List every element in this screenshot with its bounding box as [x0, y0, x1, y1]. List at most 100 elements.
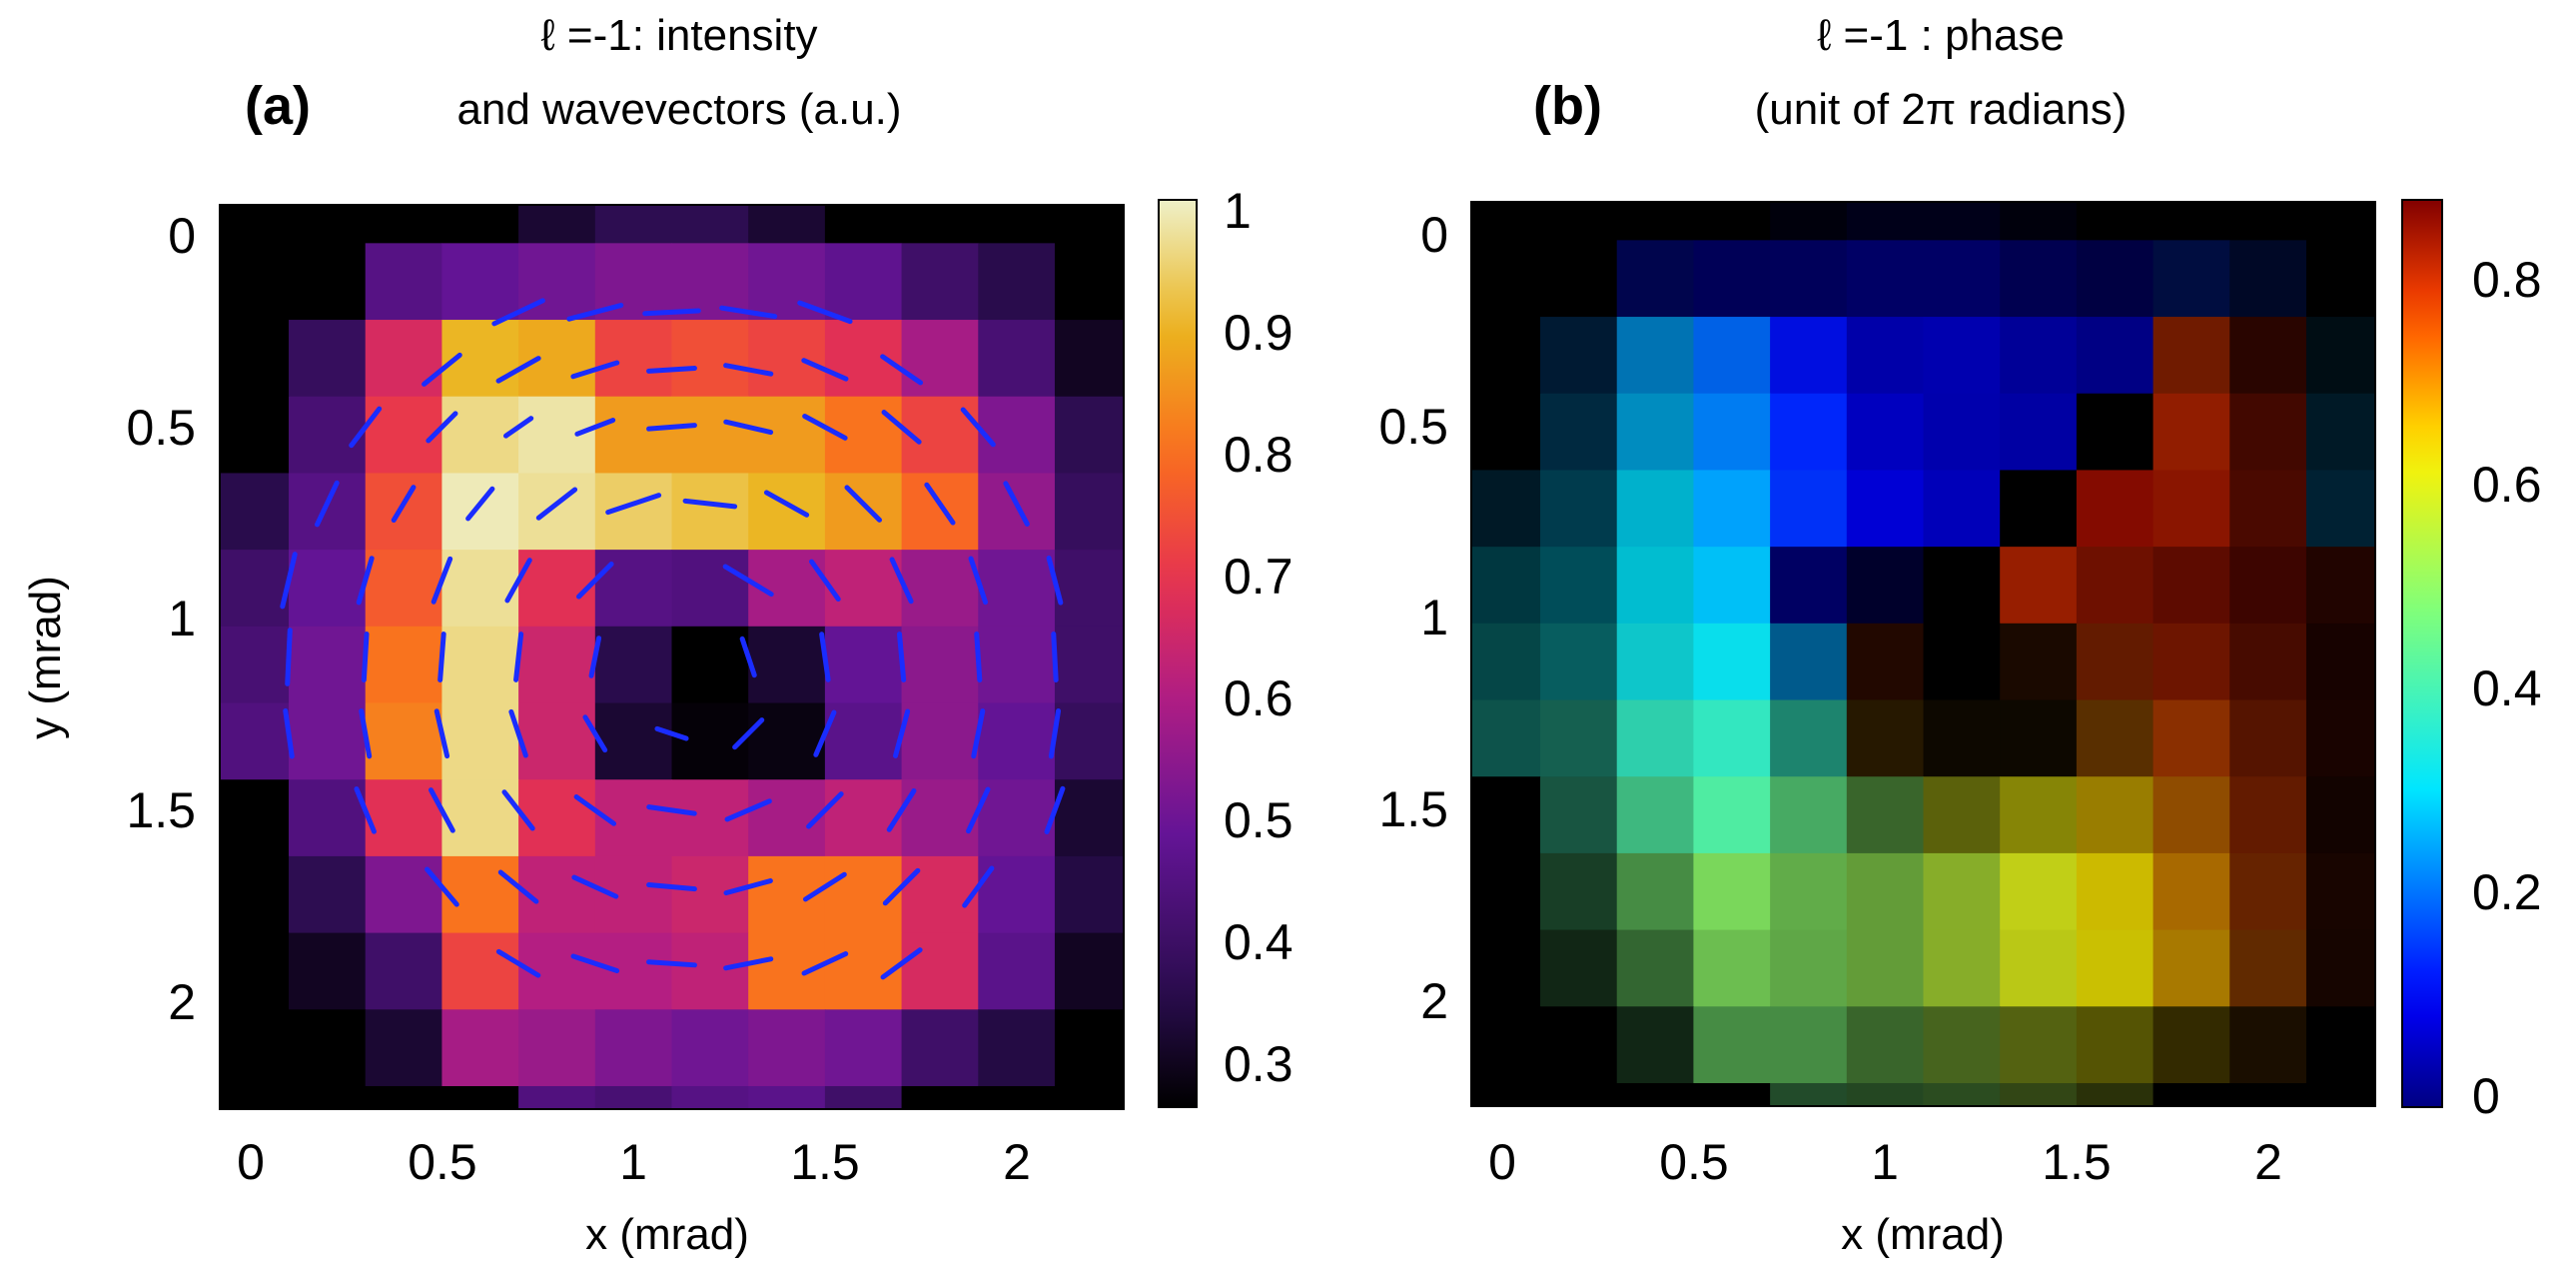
heatmap-cell [1846, 393, 1925, 472]
heatmap-cell [1693, 317, 1771, 395]
heatmap-cell [824, 1009, 903, 1087]
heatmap-cell [671, 855, 749, 934]
heatmap-cell [1616, 470, 1695, 548]
heatmap-cell [1616, 699, 1695, 777]
heatmap-cell [1054, 396, 1125, 475]
heatmap-cell [1770, 852, 1848, 931]
wavevector-arrow [285, 628, 293, 686]
panel-b-heatmap [1471, 202, 2376, 1107]
heatmap-cell [671, 702, 749, 780]
heatmap-cell [1054, 243, 1125, 321]
heatmap-cell [1693, 202, 1771, 241]
panel-a-wavevectors [280, 298, 1066, 980]
heatmap-cell [2076, 317, 2154, 395]
wavevector-arrow [646, 365, 697, 374]
heatmap-cell [824, 473, 903, 551]
wavevector-arrow [361, 632, 370, 682]
wavevector-arrow [495, 948, 541, 978]
wavevector-arrow [763, 490, 810, 518]
panel-a-xtick: 1.5 [790, 1134, 860, 1190]
panel-b-ytick: 0 [1420, 207, 1448, 263]
heatmap-cell [1616, 1006, 1695, 1084]
wavevector-arrow [315, 480, 340, 528]
heatmap-cell [1471, 547, 1541, 625]
panel-b-ytick: 1 [1420, 590, 1448, 645]
heatmap-cell [978, 779, 1056, 857]
heatmap-cell [2076, 852, 2154, 931]
heatmap-cell [441, 702, 519, 780]
heatmap-cell [441, 1085, 519, 1110]
wavevector-arrow [426, 411, 458, 444]
heatmap-cell [441, 779, 519, 857]
wavevector-arrow [797, 300, 853, 325]
heatmap-cell [671, 1085, 749, 1110]
heatmap-cell [441, 205, 519, 244]
panel-a-colorbar-gradient [1158, 199, 1198, 1108]
heatmap-cell [594, 932, 673, 1010]
heatmap-cell [2229, 1082, 2307, 1107]
heatmap-cell [365, 932, 443, 1010]
heatmap-cell [2229, 547, 2307, 625]
heatmap-cell [2000, 202, 2078, 241]
heatmap-cell [1054, 473, 1125, 551]
heatmap-cell [901, 702, 979, 780]
heatmap-cell [748, 626, 826, 704]
heatmap-cell [220, 320, 290, 398]
heatmap-cell [518, 396, 596, 475]
wavevector-arrow [960, 407, 996, 448]
wavevector-arrow [535, 487, 578, 521]
wavevector-arrow [501, 789, 535, 831]
heatmap-cell [901, 932, 979, 1010]
heatmap-cell [2305, 547, 2376, 625]
heatmap-cell [2152, 929, 2230, 1007]
heatmap-cell [518, 702, 596, 780]
heatmap-cell [289, 855, 367, 934]
heatmap-cell [1616, 1082, 1695, 1107]
heatmap-cell [594, 396, 673, 475]
wavevector-arrow [966, 786, 991, 834]
panel-a-colorbar: 1 0.9 0.8 0.7 0.6 0.5 0.4 0.3 [1158, 183, 1293, 1108]
heatmap-cell [978, 396, 1056, 475]
heatmap-cell [1770, 317, 1848, 395]
panel-b-cbar-tick: 0 [2472, 1068, 2500, 1124]
heatmap-cell [1540, 929, 1618, 1007]
heatmap-cell [1846, 623, 1925, 701]
heatmap-cell [1540, 852, 1618, 931]
heatmap-cell [2076, 202, 2154, 241]
heatmap-cell [2000, 929, 2078, 1007]
heatmap-cell [1923, 393, 2001, 472]
wavevector-arrow [576, 562, 614, 600]
heatmap-cell [1846, 202, 1925, 241]
panel-b-xtick: 1.5 [2042, 1134, 2112, 1190]
heatmap-cell [671, 396, 749, 475]
heatmap-cell [365, 702, 443, 780]
heatmap-cell [1846, 699, 1925, 777]
wavevector-arrow [430, 556, 453, 605]
heatmap-cell [1616, 240, 1695, 318]
panel-a-ylabel: y (mrad) [21, 576, 70, 739]
wavevector-arrow [605, 493, 662, 516]
wavevector-arrow [813, 709, 837, 757]
heatmap-cell [2152, 202, 2230, 241]
heatmap-cell [1923, 929, 2001, 1007]
panel-a-ytick: 1.5 [126, 782, 196, 838]
heatmap-cell [2076, 929, 2154, 1007]
panel-a-cbar-tick: 0.4 [1224, 914, 1293, 970]
heatmap-cell [2152, 317, 2230, 395]
heatmap-cell [1923, 470, 2001, 548]
heatmap-cell [1616, 393, 1695, 472]
wavevector-arrow [588, 636, 602, 678]
heatmap-cell [220, 243, 290, 321]
heatmap-cell [2229, 240, 2307, 318]
wavevector-arrow [654, 725, 689, 741]
wavevector-arrow [962, 865, 995, 908]
heatmap-cell [1770, 202, 1848, 241]
heatmap-cell [1923, 1006, 2001, 1084]
heatmap-cell [441, 473, 519, 551]
heatmap-cell [365, 1009, 443, 1087]
heatmap-cell [289, 932, 367, 1010]
heatmap-cell [2076, 240, 2154, 318]
heatmap-cell [441, 855, 519, 934]
heatmap-cell [1471, 202, 1541, 241]
